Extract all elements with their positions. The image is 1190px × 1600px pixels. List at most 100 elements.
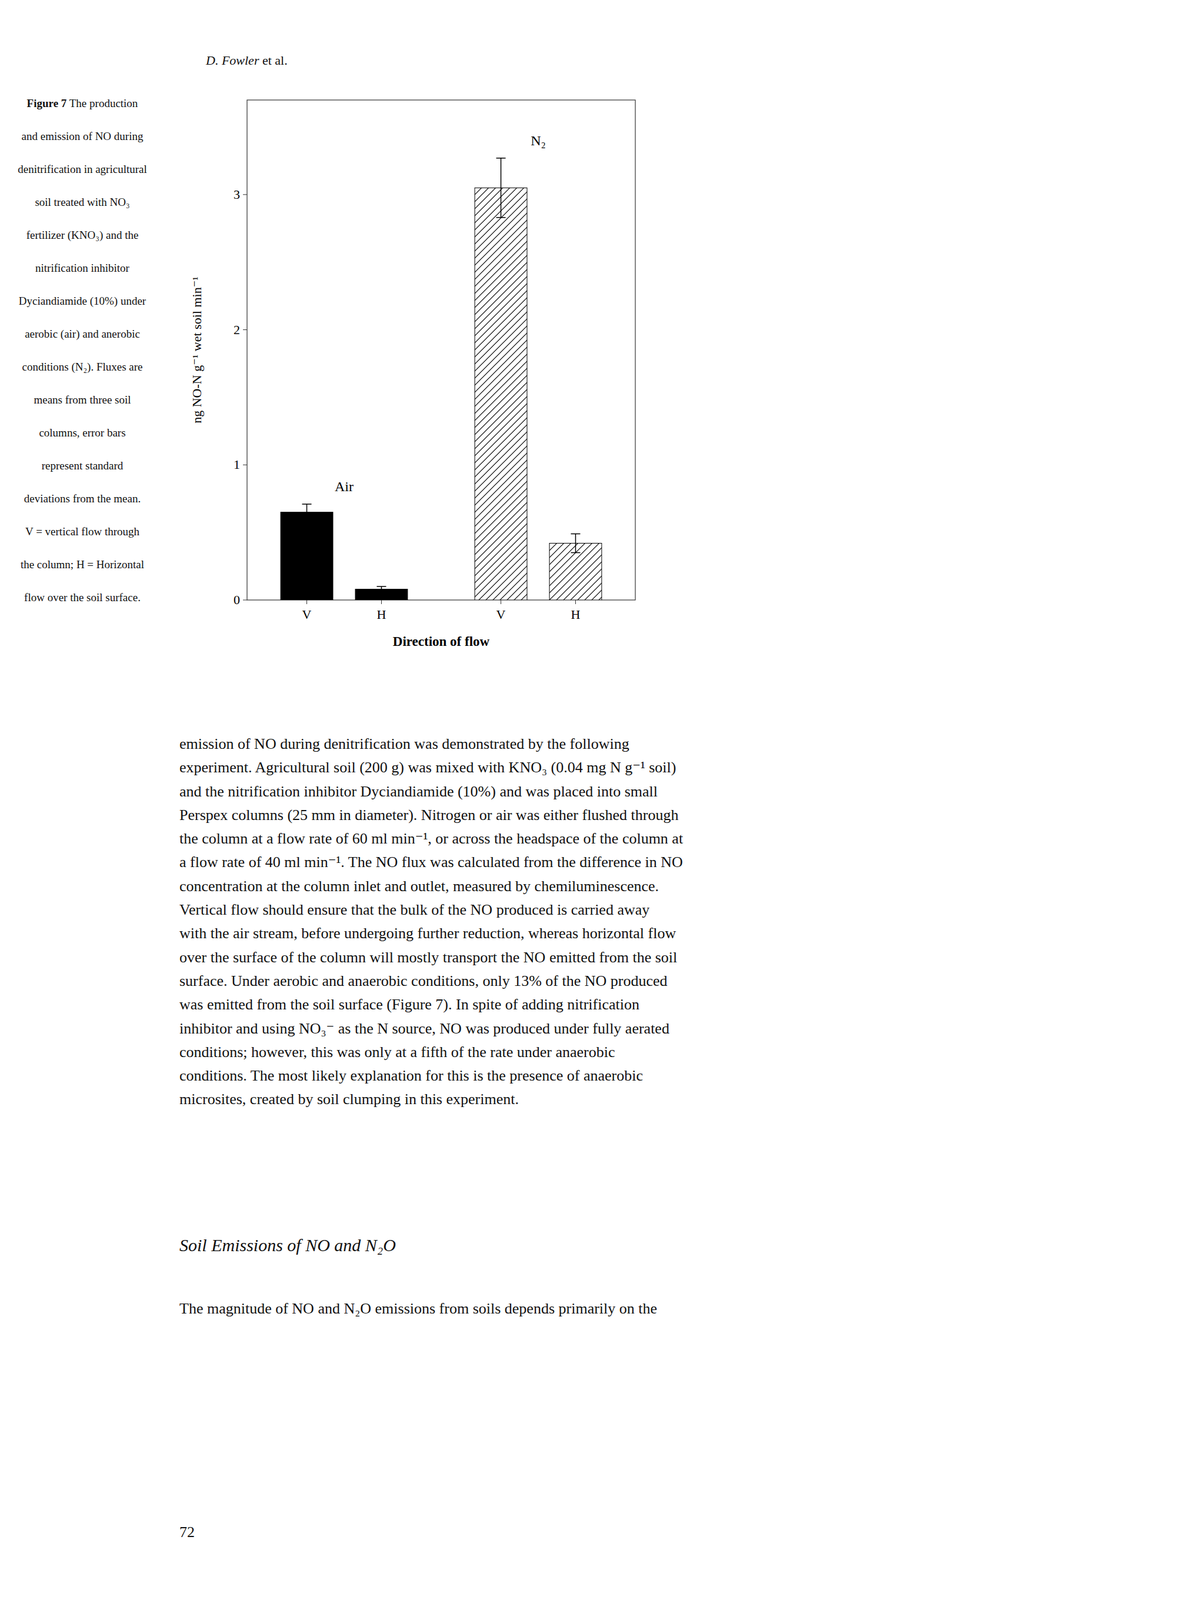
header: D. Fowler et al. [205, 52, 288, 69]
body-line-text: conditions. The most likely explanation … [179, 1067, 643, 1085]
body-line-text: Vertical flow should ensure that the bul… [179, 901, 650, 919]
plot-frame [247, 100, 636, 600]
caption-text: represent standard [41, 459, 124, 472]
x-tick-label: H [571, 607, 581, 622]
y-tick [242, 194, 248, 195]
x-tick-label: H [377, 607, 387, 622]
caption-text: The production [69, 97, 139, 110]
caption-line: conditions (N₂). Fluxes are [5, 360, 159, 374]
body-line-text: Perspex columns (25 mm in diameter). Nit… [179, 806, 679, 824]
body-line: the column at a flow rate of 60 ml min⁻¹… [179, 827, 1156, 851]
caption-line: and emission of NO during [5, 130, 159, 143]
caption-line: means from three soil [5, 393, 159, 407]
caption-text: aerobic (air) and anerobic [24, 327, 140, 340]
caption-text: nitrification inhibitor [35, 261, 130, 275]
body-line-text: over the surface of the column will most… [179, 948, 678, 966]
body-line-text: the column at a flow rate of 60 ml min⁻¹… [179, 830, 683, 848]
caption-line: columns, error bars [5, 426, 159, 440]
caption-text: Dyciandiamide (10%) under [18, 294, 146, 308]
error-bar [496, 158, 506, 218]
y-tick [242, 600, 248, 601]
page-number: 72 [179, 1523, 195, 1542]
body-line-text: with the air stream, before undergoing f… [179, 924, 676, 942]
section-text-line: The magnitude of NO and N₂O emissions fr… [179, 1300, 658, 1318]
y-tick-label: 0 [233, 592, 240, 608]
bar [474, 187, 528, 600]
x-tick [500, 600, 502, 605]
x-axis-label: Direction of flow [392, 634, 490, 649]
section-heading-text: Soil Emissions of NO and N₂O [179, 1235, 396, 1255]
y-tick [242, 329, 248, 330]
body-line: concentration at the column inlet and ou… [179, 874, 1156, 899]
annotation: Air [334, 478, 354, 495]
caption-line: aerobic (air) and anerobic [5, 327, 159, 341]
x-tick-label: V [302, 607, 312, 622]
body-line: with the air stream, before undergoing f… [179, 921, 1156, 946]
caption-line: fertilizer (KNO₃) and the [5, 228, 159, 242]
x-tick [306, 600, 308, 605]
body-line-text: inhibitor and using NO₃⁻ as the N source… [179, 1020, 670, 1038]
y-tick-label: 3 [233, 187, 240, 202]
caption-text: and emission of NO during [21, 130, 144, 143]
bar-chart: 0123VHVHAirN₂Direction of flowng NO-N g⁻… [164, 88, 648, 677]
y-axis-label: ng NO-N g⁻¹ wet soil min⁻¹ [189, 276, 205, 424]
caption-line: deviations from the mean. [5, 492, 159, 506]
error-bar [302, 504, 312, 521]
body-line: and the nitrification inhibitor Dyciandi… [179, 780, 1156, 804]
body-text: emission of NO during denitrification wa… [179, 732, 1156, 1112]
body-line-text: conditions; however, this was only at a … [179, 1043, 615, 1061]
caption-line: the column; H = Horizontal [5, 558, 159, 572]
body-line-text: and the nitrification inhibitor Dyciandi… [179, 782, 658, 800]
caption-label: Figure 7 [27, 97, 68, 110]
caption-line: Dyciandiamide (10%) under [5, 294, 159, 308]
caption-text: means from three soil [33, 393, 131, 406]
body-line: Vertical flow should ensure that the bul… [179, 898, 1156, 922]
body-line: over the surface of the column will most… [179, 945, 1156, 970]
error-bar [570, 533, 580, 553]
caption-line: flow over the soil surface. [5, 591, 159, 605]
body-line: inhibitor and using NO₃⁻ as the N source… [179, 1017, 1156, 1041]
header-etal: et al. [262, 52, 288, 68]
body-line: conditions; however, this was only at a … [179, 1040, 1156, 1065]
body-line: was emitted from the soil surface (Figur… [179, 992, 1156, 1017]
caption-text: V = vertical flow through [25, 525, 140, 538]
caption-line: denitrification in agricultural [5, 162, 159, 176]
body-line: experiment. Agricultural soil (200 g) wa… [179, 755, 1156, 780]
x-tick-label: V [496, 607, 506, 622]
caption-text: soil treated with NO₃ [34, 195, 130, 209]
y-tick-label: 2 [233, 322, 240, 338]
body-line-text: experiment. Agricultural soil (200 g) wa… [179, 758, 676, 776]
header-author: D. Fowler [205, 52, 259, 68]
body-line: Perspex columns (25 mm in diameter). Nit… [179, 803, 1156, 828]
body-line-text: surface. Under aerobic and anaerobic con… [179, 972, 668, 990]
caption-line: Figure 7 The production [5, 97, 159, 110]
body-line-text: microsites, created by soil clumping in … [179, 1090, 519, 1108]
caption-text: deviations from the mean. [24, 492, 141, 505]
section-text: The magnitude of NO and N₂O emissions fr… [179, 1300, 658, 1318]
error-bar [376, 586, 386, 592]
section-heading: Soil Emissions of NO and N₂O [179, 1235, 396, 1256]
caption-text: the column; H = Horizontal [20, 558, 145, 571]
caption-text: columns, error bars [38, 426, 126, 439]
body-line: conditions. The most likely explanation … [179, 1064, 1156, 1088]
body-line: surface. Under aerobic and anaerobic con… [179, 969, 1156, 993]
caption-text: flow over the soil surface. [24, 591, 141, 604]
caption-line: soil treated with NO₃ [5, 195, 159, 209]
body-line-text: concentration at the column inlet and ou… [179, 877, 659, 895]
y-tick-label: 1 [233, 457, 240, 472]
caption-line: nitrification inhibitor [5, 261, 159, 275]
caption-line: represent standard [5, 459, 159, 473]
body-line-text: a flow rate of 40 ml min⁻¹. The NO flux … [179, 853, 683, 871]
body-line-text: was emitted from the soil surface (Figur… [179, 995, 640, 1013]
caption-line: V = vertical flow through [5, 525, 159, 539]
caption-text: conditions (N₂). Fluxes are [21, 360, 143, 373]
body-line: microsites, created by soil clumping in … [179, 1087, 1156, 1112]
y-tick [242, 464, 248, 466]
body-line-text: emission of NO during denitrification wa… [179, 735, 630, 753]
bars [280, 158, 602, 600]
bar [280, 512, 333, 600]
caption-text: denitrification in agricultural [17, 162, 147, 176]
page-number-text: 72 [179, 1523, 195, 1541]
x-tick [381, 600, 382, 605]
body-line: a flow rate of 40 ml min⁻¹. The NO flux … [179, 850, 1156, 875]
